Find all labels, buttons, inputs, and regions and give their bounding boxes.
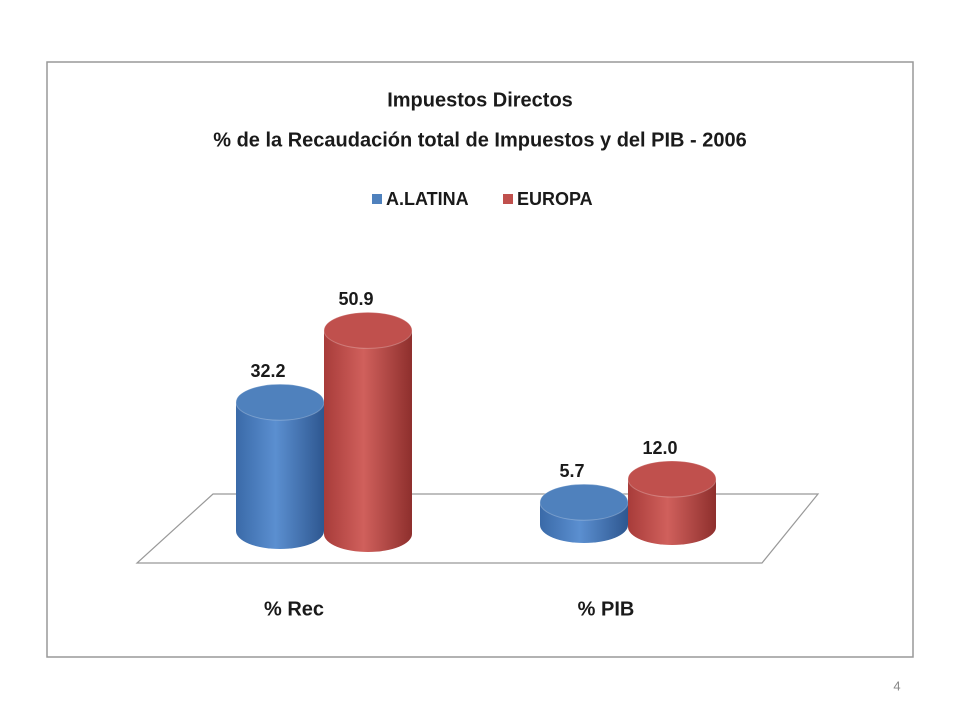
category-label: % PIB — [578, 598, 635, 620]
cylinder-top — [323, 311, 413, 349]
cylinder-top — [627, 460, 717, 498]
legend-swatch — [503, 194, 513, 204]
value-label: 5.7 — [559, 461, 584, 481]
slide-number: 4 — [893, 678, 900, 693]
cylinder-body — [628, 479, 716, 545]
category-label: % Rec — [264, 598, 324, 620]
cylinder-body — [324, 330, 412, 552]
chart-title: Impuestos Directos — [387, 89, 573, 111]
legend-swatch — [372, 194, 382, 204]
value-label: 32.2 — [250, 361, 285, 381]
legend-label: EUROPA — [517, 189, 593, 209]
value-label: 12.0 — [642, 438, 677, 458]
legend-label: A.LATINA — [386, 189, 469, 209]
cylinder-top — [539, 483, 629, 521]
chart-subtitle: % de la Recaudación total de Impuestos y… — [213, 129, 747, 151]
cylinder-top — [235, 383, 325, 421]
cylinder-body — [236, 402, 324, 549]
value-label: 50.9 — [338, 289, 373, 309]
